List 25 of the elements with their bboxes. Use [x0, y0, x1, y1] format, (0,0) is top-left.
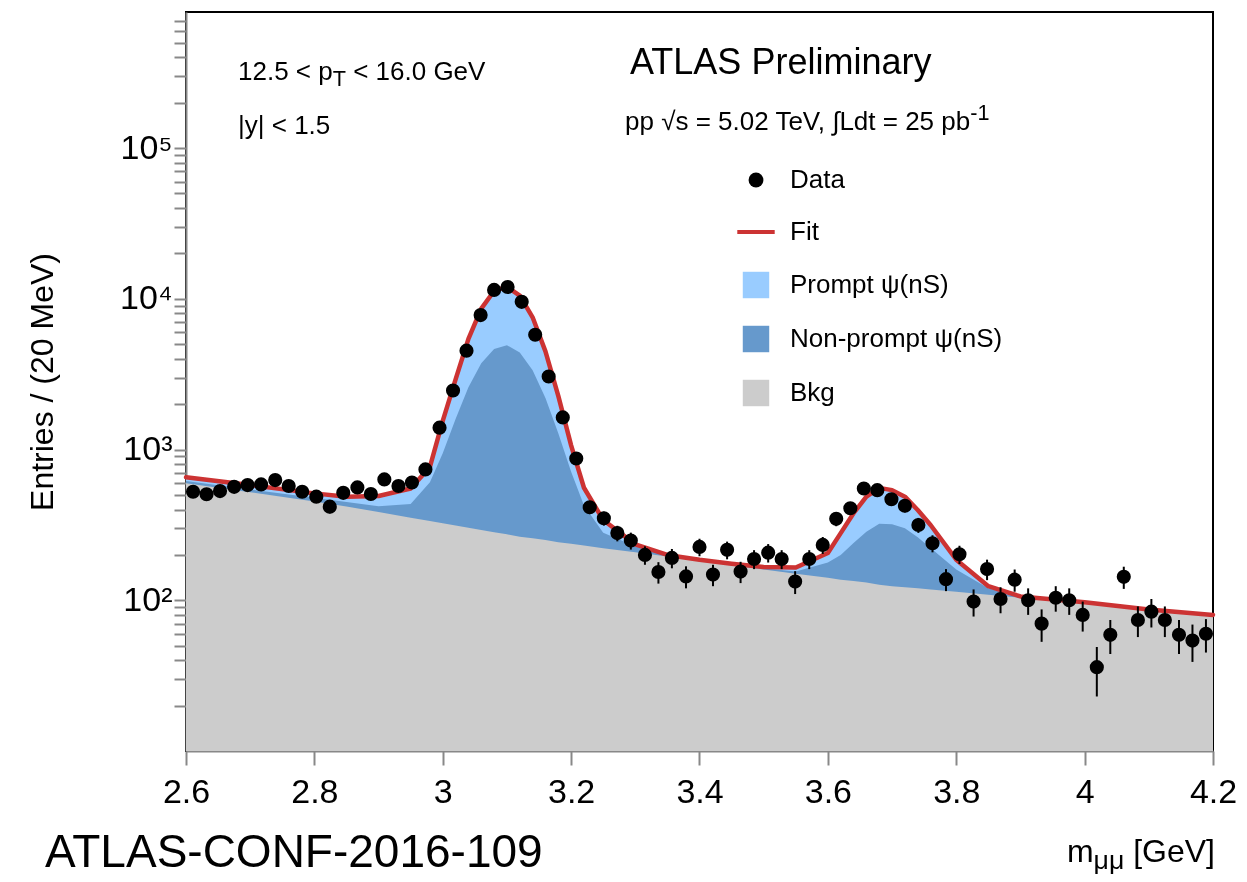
x-axis-title: m$_{μμ}$ [GeV]: [1066, 833, 1215, 876]
legend-label: Prompt ψ(nS): [790, 269, 949, 299]
x-tick-label: 3.6: [804, 771, 853, 810]
annotation: ATLAS Preliminary: [630, 41, 932, 82]
legend-label: Fit: [790, 216, 820, 246]
y-axis-title: Entries / (20 MeV): [24, 253, 61, 511]
x-tick-label: 2.6: [162, 771, 211, 810]
annotation: 12.5 < p$_{T}$ < 16.0 GeV: [238, 56, 486, 92]
x-tick-label: 3.4: [676, 771, 724, 810]
legend-label: Data: [790, 164, 846, 194]
annotation: pp √s = 5.02 TeV, ∫Ldt = 25 pb$^{-1}$: [625, 100, 990, 136]
text: ATLAS-CONF-2016-109: [45, 825, 543, 877]
y-tick-label: 10³: [123, 429, 173, 468]
x-tick-label: 3.8: [933, 771, 981, 810]
legend-label: Non-prompt ψ(nS): [790, 323, 1003, 353]
x-tick-label: 3.2: [547, 771, 596, 810]
y-tick-label: 10²: [123, 579, 173, 618]
legend-label: Bkg: [790, 377, 835, 407]
y-tick-label: 10⁵: [120, 127, 173, 166]
x-tick-label: 4: [1075, 771, 1095, 810]
x-tick-label: 4.2: [1189, 771, 1238, 810]
x-tick-label: 3: [433, 771, 453, 810]
annotation: |y| < 1.5: [238, 110, 331, 140]
x-tick-label: 2.8: [291, 771, 339, 810]
y-tick-label: 10⁴: [120, 278, 173, 317]
